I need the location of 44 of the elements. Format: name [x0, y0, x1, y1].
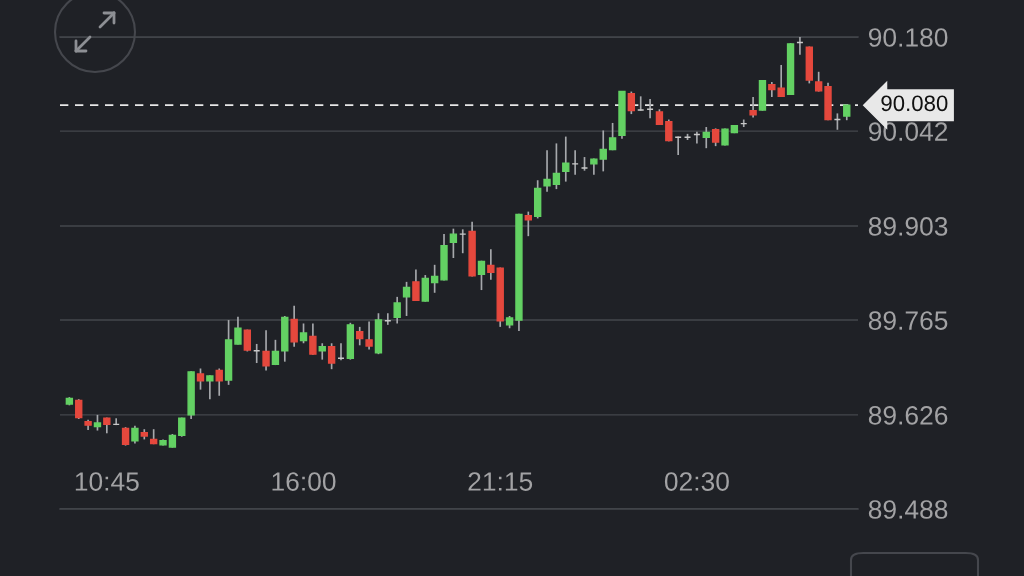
- candlestick: [421, 274, 429, 303]
- candlestick: [75, 398, 83, 420]
- candlestick: [702, 126, 710, 150]
- x-tick-label: 02:30: [664, 472, 729, 491]
- candlestick: [309, 322, 317, 356]
- candlestick: [196, 367, 205, 391]
- x-tick-label: 21:15: [468, 472, 533, 491]
- candlestick: [627, 90, 636, 115]
- candlestick: [299, 322, 308, 345]
- candlestick: [477, 259, 486, 291]
- y-tick-label: 90.180: [868, 28, 948, 47]
- candlestick: [206, 374, 214, 401]
- y-tick-label: 89.765: [868, 311, 948, 330]
- y-tick-label: 89.488: [868, 500, 948, 519]
- candlestick: [430, 263, 439, 294]
- candlestick: [234, 315, 242, 346]
- y-tick-label: 89.903: [868, 217, 948, 236]
- candlestick: [814, 70, 823, 93]
- candlestick: [562, 135, 570, 183]
- candlestick: [608, 122, 617, 152]
- candlestick: [402, 281, 411, 317]
- candlestick: [552, 142, 561, 190]
- candlestick: [543, 149, 551, 193]
- candlestick: [365, 320, 373, 351]
- candlestick: [356, 326, 364, 347]
- candlestick: [524, 210, 533, 238]
- candlestick: [487, 248, 495, 281]
- candlestick: [599, 129, 607, 173]
- candlestick: [777, 64, 785, 98]
- candlestick: [271, 339, 280, 366]
- candlestick: [393, 296, 401, 325]
- candlestick: [327, 342, 336, 371]
- candlestick: [262, 329, 270, 372]
- candlestick: [215, 367, 223, 397]
- candlestick: [121, 426, 130, 447]
- candlestick: [290, 304, 298, 348]
- candlestick: [749, 96, 757, 119]
- y-tick-label: 90.042: [868, 122, 948, 141]
- ref-line-label: 90.080: [881, 95, 948, 112]
- candlestick: [449, 227, 458, 259]
- candlestick: [412, 268, 420, 302]
- x-tick-label: 16:00: [272, 472, 336, 491]
- x-tick-label: 10:45: [75, 472, 139, 491]
- y-tick-label: 89.626: [868, 406, 948, 425]
